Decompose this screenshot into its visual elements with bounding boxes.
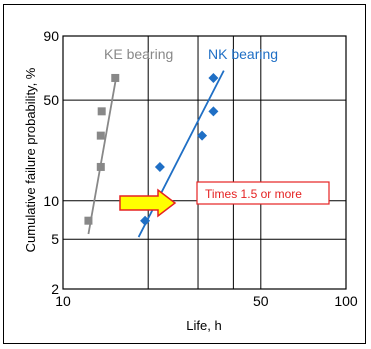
- x-tick-label: 10: [55, 293, 71, 309]
- data-point-ke: [84, 216, 93, 225]
- annotation-text: Times 1.5 or more: [205, 187, 302, 201]
- data-point-nk: [197, 130, 208, 141]
- y-tick-labels: 2 5 10 50 90: [43, 28, 59, 297]
- y-tick-label: 10: [43, 193, 59, 209]
- annotation-box: [196, 181, 330, 205]
- fit-line-nk: [137, 70, 225, 238]
- y-tick-label: 50: [43, 92, 59, 108]
- data-point-ke: [111, 73, 120, 82]
- fit-line-ke: [87, 77, 117, 235]
- fit-lines: [87, 70, 225, 238]
- series-label-ke: KE bearing: [104, 46, 173, 62]
- arrow-right-icon: [119, 188, 177, 218]
- annotation: Times 1.5 or more: [119, 181, 330, 218]
- y-tick-label: 2: [51, 281, 59, 297]
- y-tick-label: 90: [43, 28, 59, 44]
- y-axis-label: Cumulative failure probability, %: [23, 67, 38, 252]
- plot-area-border: [62, 35, 347, 290]
- series-label-nk: NK bearing: [208, 46, 278, 62]
- y-tick-label: 5: [51, 231, 59, 247]
- data-point-nk: [208, 72, 219, 83]
- data-point-nk: [154, 161, 165, 172]
- x-tick-label: 100: [334, 293, 358, 309]
- data-point-nk: [140, 215, 151, 226]
- grid: [62, 35, 347, 290]
- series-labels: KE bearing NK bearing: [104, 46, 278, 62]
- data-point-nk: [208, 106, 219, 117]
- x-tick-label: 50: [253, 293, 269, 309]
- x-axis-label: Life, h: [186, 318, 221, 333]
- data-point-ke: [96, 131, 105, 140]
- data-point-ke: [97, 107, 106, 116]
- x-tick-labels: 10 50 100: [55, 293, 358, 309]
- data-point-ke: [96, 162, 105, 171]
- data-points: [84, 72, 219, 226]
